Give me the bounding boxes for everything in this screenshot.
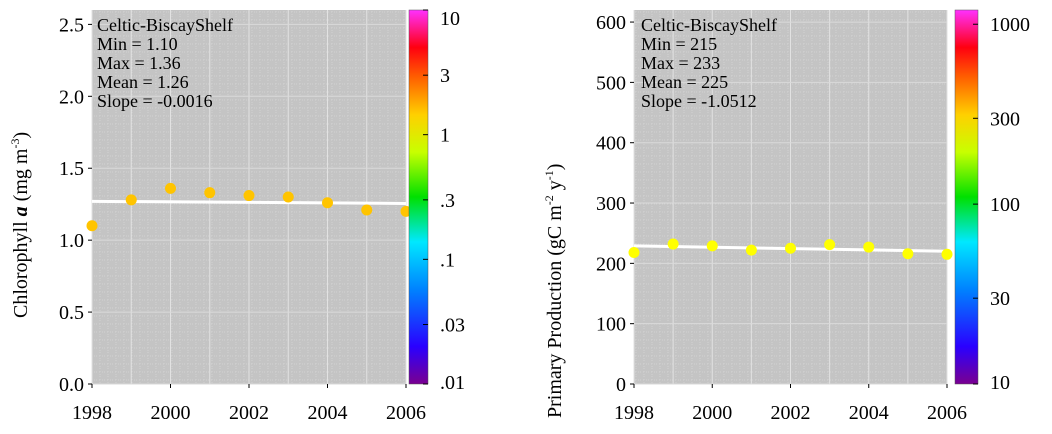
x-axis-ticks: 1998 2000 2002 2004 2006 [614, 384, 967, 424]
stat-slope: Slope = -0.0016 [97, 91, 213, 111]
y-axis-ticks: 0.0 0.5 1.0 1.5 2.0 2.5 [59, 14, 92, 396]
data-point [941, 248, 953, 260]
y-tick-label: 100 [596, 314, 626, 336]
colorbar-tick-label: .1 [440, 249, 455, 271]
gridlines [633, 10, 948, 385]
x-tick-label: 2006 [386, 402, 426, 424]
stat-max: Max = 233 [641, 53, 720, 73]
data-point [628, 246, 640, 258]
data-point [282, 191, 294, 203]
y-axis-label: Primary Production (gC m-2 y-1) [542, 164, 566, 418]
data-point [863, 241, 875, 253]
data-point [824, 239, 836, 251]
y-axis-ticks: 0 100 200 300 400 500 600 [596, 12, 634, 396]
colorbar-tick-label: .03 [440, 315, 465, 337]
data-point [86, 220, 98, 232]
x-axis-ticks: 1998 2000 2002 2004 2006 [72, 384, 426, 424]
y-tick-label: 0.5 [59, 302, 84, 324]
colorbar-ticks: .01 .03 .1 .3 1 3 10 [423, 8, 465, 394]
y-axis-label: Chlorophyll a (mg m-3) [8, 132, 32, 318]
data-point [706, 240, 718, 252]
y-tick-label: 600 [596, 12, 626, 34]
data-point [745, 244, 757, 256]
colorbar-tick-label: 300 [990, 108, 1020, 130]
data-points [86, 182, 412, 232]
y-tick-label: 1.0 [59, 230, 84, 252]
y-tick-label: 200 [596, 253, 626, 275]
x-tick-label: 2002 [229, 402, 269, 424]
stat-max: Max = 1.36 [97, 53, 181, 73]
trend-line-segment [91, 199, 407, 205]
data-point [165, 182, 176, 194]
x-tick-label: 2000 [151, 402, 191, 424]
y-tick-label: 2.0 [59, 86, 84, 108]
data-point [243, 190, 255, 202]
x-tick-label: 1998 [614, 402, 654, 424]
data-point [361, 204, 373, 216]
region-label: Celtic-BiscayShelf [97, 15, 233, 35]
stat-min: Min = 1.10 [97, 34, 178, 54]
chart-panel-chlorophyll: 0.00.51.01.52.02.5 1998 2000 2002 2004 2006 … [8, 8, 465, 424]
x-tick-label: 2004 [308, 402, 348, 424]
colorbar-tick-label: .01 [440, 372, 465, 394]
colorbar [408, 9, 429, 385]
colorbar [954, 9, 979, 385]
y-tick-label: 1.5 [59, 158, 84, 180]
colorbar-tick-label: 30 [990, 288, 1010, 310]
y-tick-label: 400 [596, 133, 626, 155]
x-tick-label: 2004 [849, 402, 889, 424]
colorbar-tick-label: 1 [440, 125, 450, 147]
data-points [628, 238, 953, 260]
x-tick-label: 2002 [771, 402, 811, 424]
y-tick-label: 300 [596, 193, 626, 215]
y-tick-label: 2.5 [59, 14, 84, 36]
colorbar-tick-label: .3 [440, 190, 455, 212]
colorbar-tick-label: 10 [990, 372, 1010, 394]
colorbar-tick-label: 3 [440, 65, 450, 87]
stat-mean: Mean = 1.26 [97, 72, 189, 92]
colorbar-ticks: 10 30 100 300 1000 [973, 14, 1030, 394]
y-tick-label: 500 [596, 72, 626, 94]
colorbar-tick-label: 100 [990, 194, 1020, 216]
data-point [204, 187, 216, 199]
stat-mean: Mean = 225 [641, 72, 728, 92]
x-tick-label: 2000 [692, 402, 732, 424]
region-label: Celtic-BiscayShelf [641, 15, 777, 35]
colorbar-tick-label: 10 [440, 8, 460, 30]
data-point [125, 194, 137, 206]
x-tick-label: 1998 [72, 402, 112, 424]
y-tick-label: 0 [616, 374, 626, 396]
data-point [322, 197, 333, 209]
data-point [785, 242, 796, 254]
data-point [902, 248, 914, 260]
data-point [667, 238, 679, 250]
chart-panel-primary-production: 0 100 200 300 400 500 600 1998 2000 2002 2004 2006… [542, 9, 1030, 424]
x-tick-label: 2006 [927, 402, 967, 424]
stat-slope: Slope = -1.0512 [641, 91, 757, 111]
colorbar-tick-label: 1000 [990, 14, 1030, 36]
trend-line [91, 199, 407, 205]
stat-min: Min = 215 [641, 34, 717, 54]
y-tick-label: 0.0 [59, 374, 84, 396]
